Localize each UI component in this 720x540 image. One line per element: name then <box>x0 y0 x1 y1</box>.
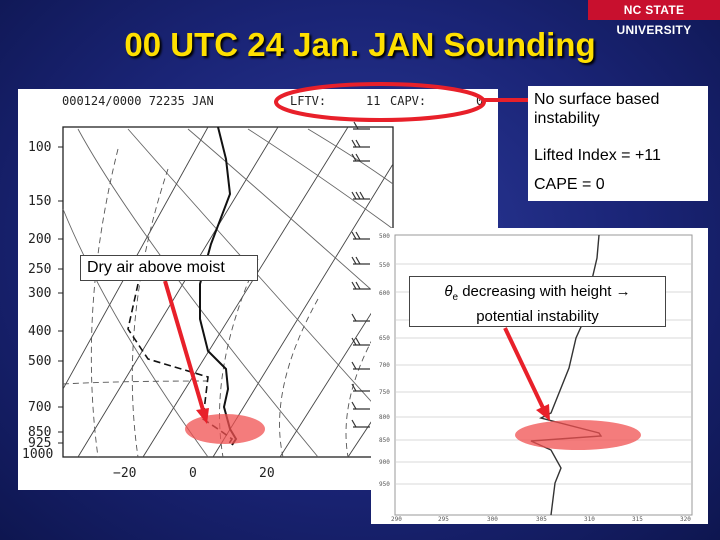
pressure-label: 300 <box>28 286 51 301</box>
theta-e-line1: θe decreasing with height → <box>414 282 661 307</box>
theta-y-label: 650 <box>379 335 390 342</box>
theta-y-label: 850 <box>379 437 390 444</box>
pressure-label: 200 <box>28 232 51 247</box>
theta-y-label: 600 <box>379 290 390 297</box>
temp-label: 0 <box>189 466 197 481</box>
pressure-label: 1000 <box>22 447 53 462</box>
theta-plot-border <box>394 234 693 516</box>
stability-callout: No surface based instability Lifted Inde… <box>528 86 708 201</box>
skewt-header-capv-value: 0 <box>476 94 483 108</box>
temp-label: −20 <box>113 466 136 481</box>
pressure-label: 100 <box>28 140 51 155</box>
arrow-right-icon: → <box>615 283 631 300</box>
theta-x-label: 310 <box>584 516 595 523</box>
theta-e-plot: 500 550 600 650 700 750 800 850 900 950 … <box>379 233 693 523</box>
theta-y-label: 950 <box>379 481 390 488</box>
theta-x-label: 300 <box>487 516 498 523</box>
pressure-labels: 100 150 200 250 300 400 500 700 850 925 … <box>22 140 53 462</box>
pressure-ticks <box>58 146 63 444</box>
theta-subscript: e <box>452 292 459 303</box>
dry-adiabats <box>62 128 394 458</box>
pressure-label: 400 <box>28 324 51 339</box>
theta-y-label: 700 <box>379 362 390 369</box>
theta-e-description: decreasing with height <box>458 283 616 300</box>
theta-y-label: 900 <box>379 459 390 466</box>
skewt-header-capv: CAPV: <box>390 94 426 108</box>
theta-x-label: 315 <box>632 516 643 523</box>
pressure-label: 850 <box>28 425 51 440</box>
theta-y-label: 750 <box>379 389 390 396</box>
theta-e-panel: 500 550 600 650 700 750 800 850 900 950 … <box>371 228 708 524</box>
slide-title: 00 UTC 24 Jan. JAN Sounding <box>124 26 596 63</box>
theta-symbol: θ <box>444 283 453 300</box>
theta-e-callout: θe decreasing with height → potential in… <box>409 276 666 327</box>
no-surface-instability-text: No surface based instability <box>534 91 660 127</box>
skewt-header-station: 000124/0000 72235 JAN <box>62 94 214 108</box>
theta-y-label: 500 <box>379 233 390 240</box>
temp-label: 20 <box>259 466 275 481</box>
theta-x-label: 320 <box>680 516 691 523</box>
pressure-label: 150 <box>28 194 51 209</box>
university-logo: NC STATE UNIVERSITY <box>588 0 720 37</box>
pressure-label: 925 <box>28 436 51 451</box>
theta-y-labels: 500 550 600 650 700 750 800 850 900 950 <box>379 233 390 488</box>
wind-barbs <box>351 121 370 428</box>
skewt-header-lftv-value: 11 <box>366 94 380 108</box>
theta-x-labels: 290 295 300 305 310 315 320 <box>391 516 691 523</box>
theta-x-label: 290 <box>391 516 402 523</box>
potential-instability-text: potential instability <box>476 308 599 325</box>
theta-y-label: 550 <box>379 262 390 269</box>
theta-x-label: 305 <box>536 516 547 523</box>
cape-text: CAPE = 0 <box>534 176 605 193</box>
dry-air-callout: Dry air above moist <box>80 255 258 281</box>
theta-x-label: 295 <box>438 516 449 523</box>
theta-y-label: 800 <box>379 414 390 421</box>
pressure-label: 500 <box>28 354 51 369</box>
lifted-index-text: Lifted Index = +11 <box>534 147 661 164</box>
pressure-label: 700 <box>28 400 51 415</box>
skewt-header-lftv: LFTV: <box>290 94 326 108</box>
dewpoint-profile <box>127 283 234 446</box>
pressure-label: 250 <box>28 262 51 277</box>
